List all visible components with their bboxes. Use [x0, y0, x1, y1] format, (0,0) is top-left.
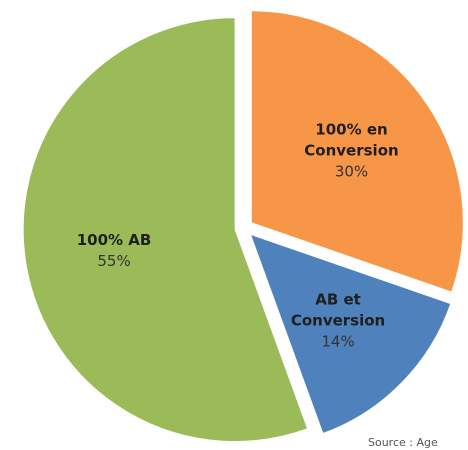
slice-label: 100% en Conversion 30%: [286, 120, 416, 183]
slice-label: 100% AB 55%: [49, 230, 179, 272]
category-label: AB et Conversion: [290, 290, 386, 330]
value-label: 14%: [321, 332, 355, 351]
slice-label: AB et Conversion 14%: [273, 289, 403, 352]
category-label: 100% AB: [76, 230, 152, 249]
value-label: 30%: [334, 162, 369, 181]
value-label: 55%: [97, 251, 131, 270]
pie-slice: [249, 233, 452, 435]
pie-slice: [22, 17, 309, 443]
pie-slice: [250, 10, 464, 293]
source: Source : Age: [368, 436, 438, 449]
category-label: 100% en Conversion: [304, 120, 399, 160]
